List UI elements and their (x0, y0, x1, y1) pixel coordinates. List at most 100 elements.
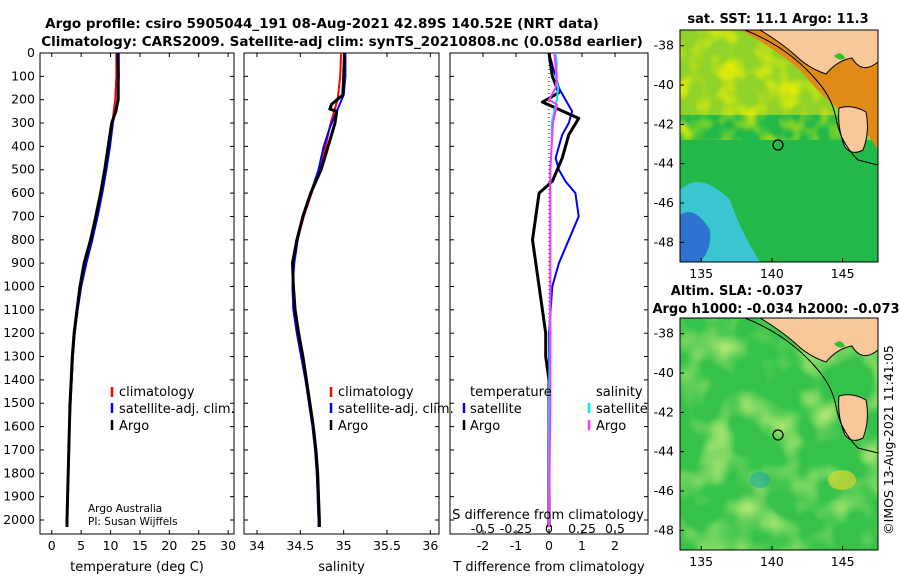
argo-position-marker (772, 429, 784, 441)
x-tick-label: 36 (422, 538, 438, 553)
top-tick-label: 0.25 (568, 521, 596, 536)
y-tick-label: 1900 (3, 489, 35, 504)
argo-position-marker (772, 139, 784, 151)
sst-map-frame (679, 29, 879, 263)
x-axis-label: salinity (318, 560, 365, 575)
series-argo (291, 52, 346, 527)
map-y-tick-label: -44 (654, 156, 674, 171)
legend-label-satellite: satellite-adj. clim. (119, 402, 235, 417)
sla-island (834, 341, 845, 348)
x-tick-label: 34 (249, 538, 265, 553)
y-tick-label: 2000 (3, 512, 35, 527)
x-tick-label: 25 (191, 538, 207, 553)
temperature-legend: climatology satellite-adj. clim. Argo (110, 385, 235, 434)
legend-label-argo: Argo (338, 419, 368, 434)
map-y-tick-label: -44 (654, 444, 674, 459)
map-y-tick-label: -46 (654, 483, 674, 498)
y-tick-label: 800 (11, 232, 35, 247)
map-x-tick-label: 140 (760, 266, 784, 281)
y-tick-label: 1300 (3, 349, 35, 364)
y-tick-label: 300 (11, 115, 35, 130)
difference-legend: temperature satellite Argo salinity sate… (462, 385, 648, 434)
legend-label-t-satellite: satellite (470, 402, 522, 417)
sla-map-title: Altim. SLA: -0.037 (671, 284, 803, 299)
y-tick-label: 0 (27, 45, 35, 60)
x-tick-label: -2 (477, 538, 489, 553)
x-tick-label: 34.5 (286, 538, 314, 553)
salinity-legend: climatology satellite-adj. clim. Argo (329, 385, 454, 434)
x-tick-label: -1 (510, 538, 522, 553)
x-tick-label: 30 (220, 538, 236, 553)
credit-line-2: PI: Susan Wijffels (88, 516, 178, 528)
x-tick-label: 0 (48, 538, 56, 553)
y-tick-label: 1600 (3, 419, 35, 434)
sst-island (834, 53, 845, 60)
top-tick-label: -0.5 (471, 521, 495, 536)
series-t-argo (531, 52, 581, 527)
x-tick-label: 0 (545, 538, 553, 553)
map-x-tick-label: 140 (760, 554, 784, 569)
y-tick-label: 200 (11, 92, 35, 107)
map-y-tick-label: -40 (654, 77, 674, 92)
y-tick-label: 600 (11, 185, 35, 200)
x-axis-label: temperature (deg C) (70, 560, 204, 575)
y-tick-label: 1200 (3, 325, 35, 340)
legend-label-t-argo: Argo (470, 419, 500, 434)
x-tick-label: 2 (611, 538, 619, 553)
y-tick-label: 1500 (3, 395, 35, 410)
imos-watermark: ©IMOS 13-Aug-2021 11:41:05 (881, 345, 896, 535)
series-satellite-adj-clim- (291, 53, 347, 527)
x-axis-label: T difference from climatology (452, 560, 645, 575)
y-tick-label: 100 (11, 68, 35, 83)
title-line-1: Argo profile: csiro 5905044_191 08-Aug-2… (45, 16, 599, 32)
sst-shelf-contour (744, 30, 878, 166)
map-y-tick-label: -46 (654, 195, 674, 210)
map-y-tick-label: -38 (654, 326, 674, 341)
legend-label-satellite: satellite-adj. clim. (338, 402, 454, 417)
sst-map-title: sat. SST: 11.1 Argo: 11.3 (687, 12, 868, 27)
legend-title-temperature: temperature (470, 385, 552, 400)
x-tick-label: 10 (103, 538, 119, 553)
sla-map-frame (679, 317, 879, 551)
legend-label-s-argo: Argo (596, 419, 626, 434)
x-tick-label: 15 (132, 538, 148, 553)
y-tick-label: 1100 (3, 302, 35, 317)
sst-map: sat. SST: 11.1 Argo: 11.3 135 140 145 -38 -4… (654, 12, 879, 281)
title-line-2: Climatology: CARS2009. Satellite-adj cli… (41, 34, 643, 50)
sla-high-patch (828, 470, 856, 490)
legend-label-argo: Argo (119, 419, 149, 434)
plot-frame (243, 52, 440, 535)
sst-land-mainland (759, 30, 878, 75)
y-tick-label: 1000 (3, 278, 35, 293)
x-tick-label: 1 (578, 538, 586, 553)
map-x-tick-label: 135 (689, 554, 713, 569)
temperature-panel: 0 5 10 15 20 25 30 temperature (deg C) 0 100 200 30… (3, 45, 236, 575)
salinity-panel: 34 34.5 35 35.5 36 salinity (243, 52, 440, 575)
map-x-tick-label: 145 (831, 554, 855, 569)
top-tick-label: 0.5 (605, 521, 625, 536)
x-tick-label: 20 (161, 538, 177, 553)
map-y-tick-label: -38 (654, 38, 674, 53)
y-tick-label: 1400 (3, 372, 35, 387)
y-tick-label: 900 (11, 255, 35, 270)
legend-label-s-satellite: satellite (596, 402, 648, 417)
legend-title-salinity: salinity (596, 385, 643, 400)
sla-land-mainland (759, 318, 878, 363)
series-climatology (66, 53, 118, 527)
legend-label-climatology: climatology (119, 385, 195, 400)
map-y-tick-label: -42 (654, 116, 674, 131)
series-argo (65, 52, 120, 527)
plot-frame (39, 52, 235, 535)
map-y-tick-label: -40 (654, 365, 674, 380)
sst-cold-pool-deep (680, 212, 711, 262)
map-y-tick-label: -42 (654, 404, 674, 419)
top-axis-label: S difference from climatology (452, 508, 644, 523)
x-tick-label: 35 (336, 538, 352, 553)
sla-low-patch (750, 472, 770, 488)
map-x-tick-label: 135 (689, 266, 713, 281)
legend-label-climatology: climatology (338, 385, 414, 400)
sla-map: Altim. SLA: -0.037 Argo h1000: -0.034 h2… (652, 284, 899, 569)
series-s-argo (548, 52, 558, 528)
top-tick-label: 0 (545, 521, 553, 536)
